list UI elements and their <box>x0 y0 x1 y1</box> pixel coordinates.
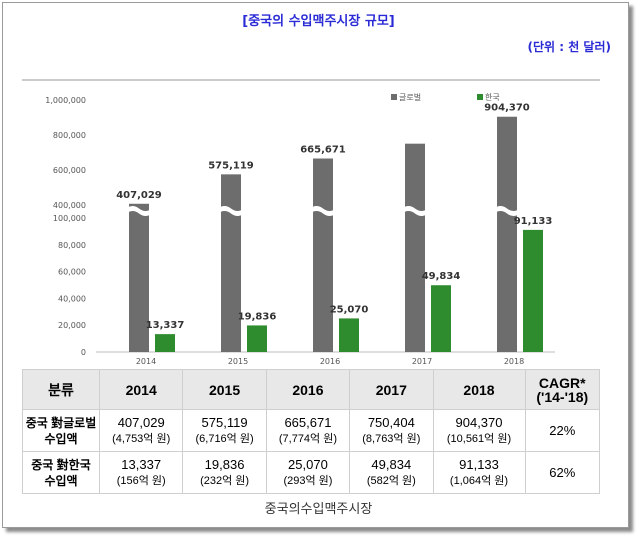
row-label-line1: 중국 對글로벌 <box>25 415 97 430</box>
unit-label: (단위 : 천 달러) <box>527 40 611 54</box>
row-label-korea: 중국 對한국 수입액 <box>22 451 100 494</box>
table-cell: 750,404 (8,763억 원) <box>349 409 434 452</box>
bar-global-2016 <box>313 158 333 352</box>
data-label-global-2016: 665,671 <box>300 145 346 156</box>
axis-break-mark <box>218 206 244 216</box>
data-label-korea-2014: 13,337 <box>146 320 185 331</box>
x-tick-label: 2016 <box>320 357 340 366</box>
y-tick-label: 60,000 <box>58 268 86 277</box>
axis-break-mark <box>402 206 428 216</box>
table-header-2018: 2018 <box>432 369 526 410</box>
legend-swatch-korea <box>477 94 483 100</box>
y-tick-label: 80,000 <box>58 241 86 250</box>
row-label-line2: 수입액 <box>44 431 78 446</box>
table-row-korea: 중국 對한국 수입액 13,337 (156억 원) 19,836 (232억 원)… <box>22 451 601 494</box>
table-cell: 665,671 (7,774억 원) <box>265 409 351 452</box>
cagr-period: ('14-'18) <box>536 388 589 405</box>
table-header-2017: 2017 <box>349 369 434 410</box>
y-tick-label: 400,000 <box>53 201 86 210</box>
data-label-global-2014: 407,029 <box>116 190 162 201</box>
table-header-2015: 2015 <box>182 369 267 410</box>
cagr-label: CAGR* <box>538 374 586 391</box>
table-header-category: 분류 <box>22 369 100 410</box>
legend-label-korea: 한국 <box>485 93 500 102</box>
bar-global-2017 <box>405 143 425 352</box>
figure-caption: 중국의수입맥주시장 <box>264 502 373 517</box>
y-tick-label: 0 <box>81 348 86 357</box>
table-header-row: 분류 2014 2015 2016 2017 2018 CAGR* ('14-'… <box>22 369 601 410</box>
data-label-korea-2018: 91,133 <box>514 216 553 227</box>
y-tick-label: 1,000,000 <box>45 96 86 105</box>
cagr-value: 22% <box>524 409 601 452</box>
table-cell: 49,834 (582억 원) <box>349 451 434 494</box>
table-cell: 25,070 (293억 원) <box>265 451 351 494</box>
table-header-2014: 2014 <box>98 369 184 410</box>
table-cell: 13,337 (156억 원) <box>98 451 184 494</box>
cagr-value: 62% <box>524 451 601 494</box>
x-tick-label: 2015 <box>228 357 248 366</box>
data-label-korea-2017: 49,834 <box>422 271 461 282</box>
data-label-global-2015: 575,119 <box>208 160 254 171</box>
legend-swatch-global <box>391 94 397 100</box>
y-tick-label: 600,000 <box>53 166 86 175</box>
table-row-global: 중국 對글로벌 수입액 407,029 (4,753억 원) 575,119 (6,… <box>22 409 601 452</box>
data-label-global-2018: 904,370 <box>484 103 530 114</box>
bar-global-2014 <box>129 203 149 352</box>
row-label-line1: 중국 對한국 <box>31 457 91 472</box>
table-cell: 575,119 (6,716억 원) <box>182 409 267 452</box>
x-tick-label: 2018 <box>504 357 524 366</box>
bar-korea-2015 <box>247 325 267 352</box>
row-label-global: 중국 對글로벌 수입액 <box>22 409 100 452</box>
bar-korea-2016 <box>339 318 359 352</box>
row-label-line2: 수입액 <box>44 473 78 488</box>
data-table: 분류 2014 2015 2016 2017 2018 CAGR* ('14-'… <box>22 369 601 494</box>
axis-break-mark <box>126 206 152 216</box>
table-cell: 19,836 (232억 원) <box>182 451 267 494</box>
y-tick-label: 800,000 <box>53 131 86 140</box>
table-header-cagr: CAGR* ('14-'18) <box>524 369 601 410</box>
x-tick-label: 2014 <box>136 357 156 366</box>
figure-title: [중국의 수입맥주시장 규모] <box>242 14 395 29</box>
y-tick-label: 40,000 <box>58 294 86 303</box>
bar-global-2018 <box>497 116 517 352</box>
table-cell: 904,370 (10,561억 원) <box>432 409 526 452</box>
table-header-2016: 2016 <box>265 369 351 410</box>
table-cell: 407,029 (4,753억 원) <box>98 409 184 452</box>
x-tick-label: 2017 <box>412 357 432 366</box>
bar-korea-2018 <box>523 229 543 352</box>
bar-korea-2017 <box>431 285 451 352</box>
bar-korea-2014 <box>155 334 175 352</box>
bar-chart: 0 20,000 40,000 60,000 80,000 100,000 400,000 6… <box>22 79 600 366</box>
data-label-korea-2016: 25,070 <box>330 304 369 315</box>
axis-break-mark <box>494 206 520 216</box>
bar-global-2015 <box>221 174 241 352</box>
legend-label-global: 글로벌 <box>399 92 421 102</box>
y-tick-label: 20,000 <box>58 321 86 330</box>
axis-break-mark <box>310 206 336 216</box>
data-label-korea-2015: 19,836 <box>238 311 277 322</box>
y-tick-label: 100,000 <box>53 214 86 223</box>
table-cell: 91,133 (1,064억 원) <box>432 451 526 494</box>
